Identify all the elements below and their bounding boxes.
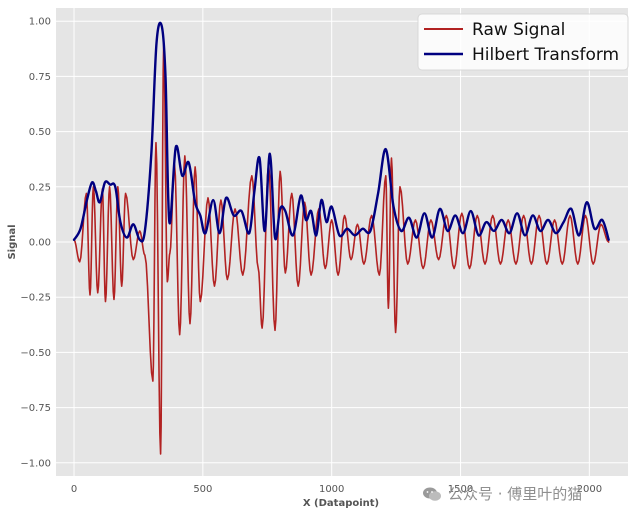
x-tick-label: 1000 [319,484,344,495]
y-tick-label: −1.00 [20,458,51,469]
y-axis-label: Signal [7,224,18,259]
y-tick-label: 0.75 [29,72,51,83]
x-tick-label: 0 [71,484,77,495]
legend: Raw Signal Hilbert Transform [417,13,629,71]
series-layer [72,21,610,455]
series-line-hilbert-transform [72,21,610,243]
y-tick-label: 1.00 [29,17,51,28]
x-tick-label: 1500 [448,484,473,495]
y-tick-label: 0.50 [29,127,51,138]
y-tick-label: 0.00 [29,238,51,249]
x-tick-label: 500 [193,484,212,495]
y-tick-label: −0.75 [20,403,51,414]
watermark: 公众号 · 傅里叶的猫 [422,483,582,504]
y-tick-label: 0.25 [29,182,51,193]
series-line-raw-signal [73,42,610,455]
wechat-icon [423,487,441,501]
x-axis-label: X (Datapoint) [303,498,379,509]
legend-box [417,13,629,71]
x-tick-label: 2000 [577,484,602,495]
legend-label-hilbert-transform: Hilbert Transform [472,45,619,65]
y-tick-label: −0.50 [20,348,51,359]
y-tick-label: −0.25 [20,293,51,304]
watermark-text: 公众号 · 傅里叶的猫 [448,485,583,503]
legend-label-raw-signal: Raw Signal [472,20,565,40]
ticks: 0 500 1000 1500 2000 −1.00 −0.75 −0.50 −0.25 0.00… [20,17,602,495]
